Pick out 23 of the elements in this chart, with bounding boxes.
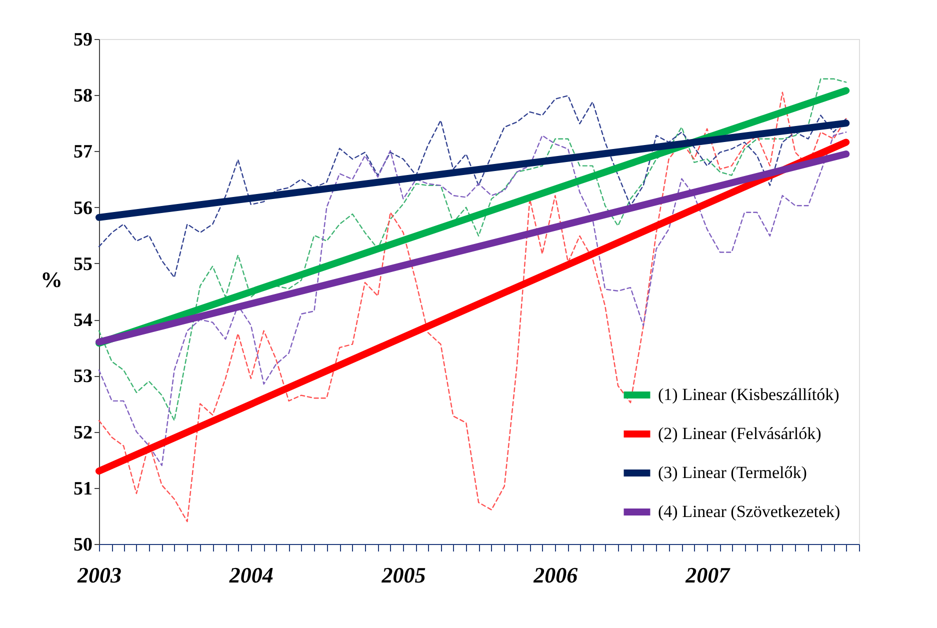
line-series — [98, 78, 847, 422]
legend-label: (2) Linear (Felvásárlók) — [658, 424, 822, 443]
x-tick-label: 2003 — [76, 562, 122, 588]
y-tick-label: 54 — [74, 310, 93, 332]
y-axis-title: % — [40, 267, 62, 292]
y-tick-label: 57 — [74, 142, 93, 163]
x-tick-label: 2006 — [532, 562, 578, 588]
x-tick-label: 2007 — [684, 562, 731, 588]
legend-label: (1) Linear (Kisbeszállítók) — [658, 385, 840, 404]
y-tick-label: 53 — [74, 366, 92, 388]
y-tick-label: 51 — [74, 478, 92, 500]
legend-label: (3) Linear (Termelők) — [658, 463, 807, 482]
y-tick-label: 56 — [74, 198, 92, 219]
line-series — [98, 95, 847, 278]
y-tick-label: 52 — [74, 422, 92, 444]
x-tick-label: 2005 — [380, 562, 426, 588]
y-tick-label: 59 — [74, 30, 92, 50]
legend-label: (4) Linear (Szövetkezetek) — [658, 502, 840, 521]
x-tick-label: 2004 — [228, 562, 274, 588]
y-tick-label: 50 — [74, 534, 92, 556]
line-series — [98, 92, 847, 522]
y-tick-label: 55 — [74, 254, 92, 275]
y-tick-label: 58 — [74, 86, 92, 107]
